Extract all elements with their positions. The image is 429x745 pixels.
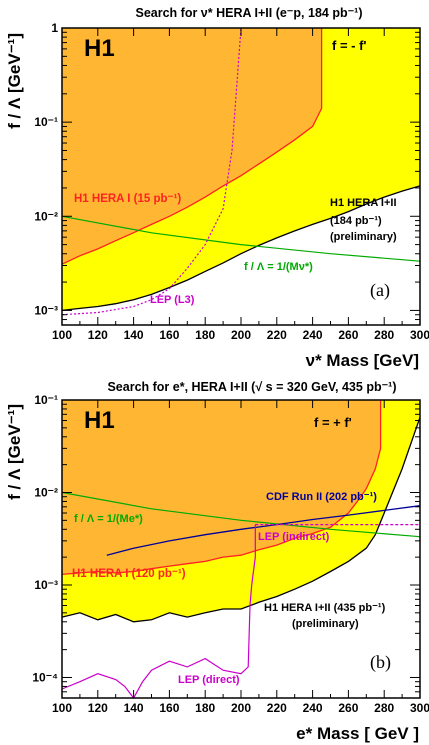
chart-b-hera12-label-1: H1 HERA I+II (435 pb⁻¹)	[264, 602, 386, 614]
chart-a-hera12-label-1: H1 HERA I+II	[330, 197, 397, 209]
chart-a-experiment: H1	[84, 35, 115, 62]
a-y-tick-label: 10⁻³	[34, 303, 58, 317]
chart-a-hera12-label-3: (preliminary)	[330, 231, 397, 243]
chart-b-lep-direct-label: LEP (direct)	[178, 674, 240, 686]
chart-a-scale-line	[61, 215, 421, 262]
chart-a-lep-line	[61, 27, 242, 316]
chart-a-y-label: f / Λ [GeV⁻¹]	[5, 33, 24, 129]
b-x-tick-label: 120	[88, 701, 108, 715]
chart-a-lep-label: LEP (L3)	[150, 294, 195, 306]
chart-b-cdf-label: CDF Run II (202 pb⁻¹)	[266, 491, 377, 503]
a-x-tick-label: 200	[231, 328, 251, 342]
chart-a-title: Search for ν* HERA I+II (e⁻p, 184 pb⁻¹)	[135, 6, 362, 20]
b-x-tick-label: 180	[195, 701, 215, 715]
chart-a: Search for ν* HERA I+II (e⁻p, 184 pb⁻¹) …	[5, 6, 429, 370]
chart-b-panel-label: (b)	[370, 652, 391, 673]
b-y-tick-label: 10⁻²	[34, 485, 58, 499]
chart-b-x-ticks: 100 120 140 160 180 200 220 240 260 280 300	[52, 400, 429, 715]
chart-a-hera12-label-2: (184 pb⁻¹)	[330, 215, 382, 227]
chart-b: Search for e*, HERA I+II (√ s = 320 GeV,…	[5, 380, 429, 743]
a-x-tick-label: 240	[303, 328, 323, 342]
a-x-tick-label: 220	[267, 328, 287, 342]
chart-b-x-label: e* Mass [ GeV ]	[296, 724, 419, 743]
chart-b-y-ticks: 10⁻¹ 10⁻² 10⁻³ 10⁻⁴	[32, 393, 420, 699]
b-x-tick-label: 160	[159, 701, 179, 715]
chart-b-lep-indirect-label: LEP (indirect)	[258, 531, 330, 543]
b-y-tick-label: 10⁻¹	[34, 393, 58, 407]
a-y-tick-label: 1	[51, 21, 58, 35]
b-x-tick-label: 240	[303, 701, 323, 715]
a-x-tick-label: 160	[159, 328, 179, 342]
chart-b-hera1-label: H1 HERA I (120 pb⁻¹)	[72, 568, 186, 580]
a-x-tick-label: 180	[195, 328, 215, 342]
chart-a-hera1-label: H1 HERA I (15 pb⁻¹)	[74, 193, 181, 205]
b-x-tick-label: 200	[231, 701, 251, 715]
a-x-tick-label: 100	[52, 328, 72, 342]
b-x-tick-label: 260	[338, 701, 358, 715]
b-y-tick-label: 10⁻⁴	[32, 670, 58, 684]
chart-b-hera1-excluded-area	[62, 400, 381, 575]
chart-a-x-ticks: 100 120 140 160 180 200 220 240 260 280 300	[52, 28, 429, 342]
chart-b-scale-line	[61, 491, 421, 538]
chart-a-panel-label: (a)	[370, 280, 390, 301]
chart-a-hera1-line	[61, 28, 323, 265]
a-x-tick-label: 140	[124, 328, 144, 342]
chart-a-scale-label: f / Λ = 1/(Mν*)	[244, 261, 313, 273]
b-x-tick-label: 140	[124, 701, 144, 715]
a-x-tick-label: 280	[374, 328, 394, 342]
chart-b-cdf-line	[106, 505, 421, 556]
b-x-tick-label: 280	[374, 701, 394, 715]
a-y-tick-label: 10⁻²	[34, 209, 58, 223]
b-y-tick-label: 10⁻³	[34, 578, 58, 592]
chart-b-coupling: f = + f'	[314, 415, 352, 430]
b-x-tick-label: 220	[267, 701, 287, 715]
a-x-tick-label: 300	[410, 328, 429, 342]
chart-a-hera12-line	[61, 185, 421, 312]
chart-b-lep-direct-line	[61, 524, 256, 700]
b-x-tick-label: 100	[52, 701, 72, 715]
chart-a-x-label: ν* Mass [GeV]	[306, 351, 419, 370]
chart-a-y-ticks: 1 10⁻¹ 10⁻² 10⁻³	[34, 21, 420, 321]
a-x-tick-label: 260	[338, 328, 358, 342]
chart-b-experiment: H1	[84, 407, 115, 434]
chart-b-title: Search for e*, HERA I+II (√ s = 320 GeV,…	[107, 380, 396, 394]
chart-b-hera12-label-2: (preliminary)	[292, 618, 359, 630]
chart-a-coupling: f = - f'	[332, 38, 367, 53]
b-x-tick-label: 300	[410, 701, 429, 715]
chart-a-hera1-excluded-area	[62, 28, 322, 265]
chart-b-y-label: f / Λ [GeV⁻¹]	[5, 404, 24, 500]
chart-b-hera1-line	[61, 400, 382, 576]
chart-b-scale-label: f / Λ = 1/(Me*)	[74, 513, 143, 525]
a-x-tick-label: 120	[88, 328, 108, 342]
a-y-tick-label: 10⁻¹	[34, 115, 58, 129]
